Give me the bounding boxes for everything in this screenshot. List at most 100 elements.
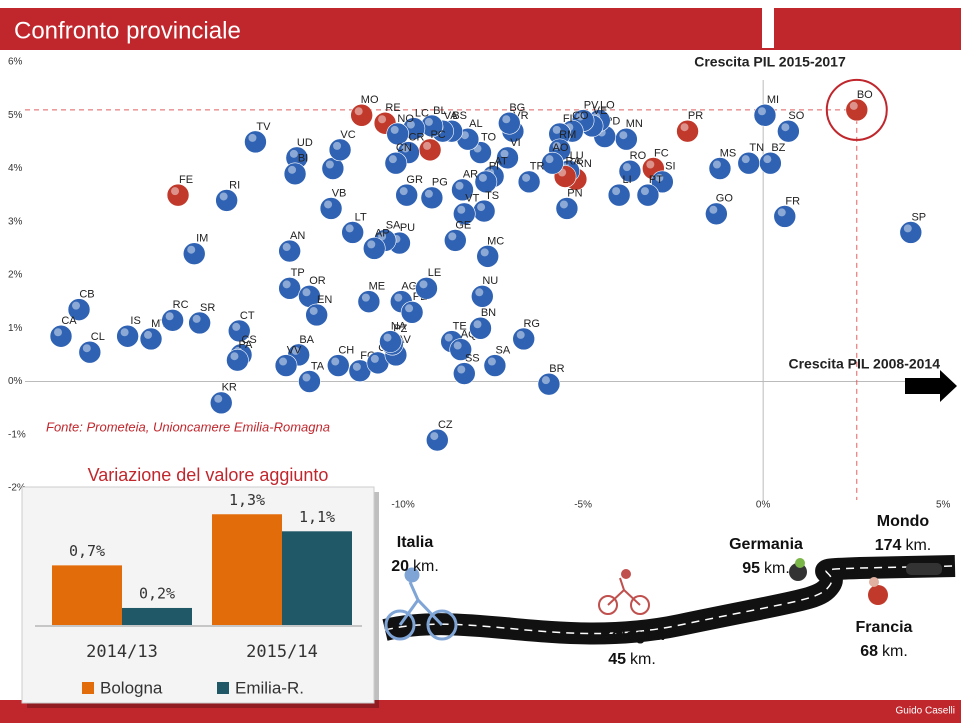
- distance-unit: km.: [882, 643, 908, 660]
- point: [49, 324, 73, 348]
- point-label: AN: [290, 230, 305, 242]
- point-shine: [288, 165, 297, 174]
- point-shine: [378, 115, 387, 124]
- point-shine: [455, 181, 464, 190]
- point-shine: [424, 189, 433, 198]
- point: [278, 277, 301, 300]
- point-label: PZ: [393, 323, 407, 335]
- point-shine: [232, 322, 241, 331]
- point-label: VB: [332, 187, 347, 199]
- x-tick-label: -5%: [574, 500, 592, 511]
- milestone-name: Francia: [856, 619, 913, 636]
- up-arrow: [754, 0, 782, 48]
- point-shine: [388, 155, 397, 164]
- point: [244, 130, 267, 154]
- point-shine: [487, 357, 496, 366]
- point-shine: [399, 187, 408, 196]
- point-label: RI: [229, 179, 240, 191]
- right-arrow: [905, 370, 957, 402]
- point-shine: [352, 362, 361, 371]
- point: [498, 111, 521, 135]
- point-label: KR: [222, 382, 237, 394]
- point-label: TO: [481, 131, 497, 143]
- point-label: GO: [716, 193, 734, 205]
- point: [496, 146, 519, 170]
- point: [845, 98, 869, 122]
- x-axis-label: Crescita PIL 2008-2014: [788, 356, 940, 372]
- point-shine: [777, 208, 786, 217]
- point: [469, 316, 492, 340]
- point-shine: [309, 306, 318, 315]
- point-label: AL: [469, 118, 482, 130]
- point: [425, 428, 449, 452]
- point-shine: [333, 141, 342, 150]
- point-shine: [741, 155, 750, 164]
- point-label: SR: [200, 302, 215, 314]
- milestone-distance: 174 km.: [875, 537, 931, 554]
- x-tick-label: -10%: [391, 500, 414, 511]
- point: [305, 303, 328, 327]
- point: [483, 354, 507, 377]
- point-shine: [302, 373, 311, 382]
- point: [420, 186, 444, 210]
- y-axis-label: Crescita PIL 2015-2017: [694, 54, 846, 70]
- point-shine: [401, 144, 410, 153]
- point-label: TR: [530, 161, 545, 173]
- point: [705, 202, 728, 226]
- point-shine: [370, 354, 379, 363]
- distance-value: 95: [742, 560, 760, 577]
- point-label: NA: [391, 320, 407, 332]
- x-tick-label: 5%: [936, 500, 951, 511]
- point-label: SP: [911, 211, 926, 223]
- point-label: BA: [299, 334, 314, 346]
- point-shine: [709, 205, 718, 214]
- y-tick-label: 3%: [8, 216, 23, 227]
- point: [615, 127, 638, 151]
- point: [362, 237, 386, 260]
- category-label: 2014/13: [86, 642, 158, 662]
- point-shine: [192, 314, 201, 323]
- distance-unit: km.: [905, 537, 931, 554]
- point-shine: [903, 224, 912, 233]
- bar: [282, 531, 352, 625]
- point-label: EN: [317, 294, 332, 306]
- point: [452, 202, 476, 226]
- point-label: PC: [430, 129, 445, 141]
- point-label: AG: [401, 281, 417, 293]
- point: [676, 119, 699, 143]
- point-shine: [390, 125, 399, 134]
- inset-title: Variazione del valore aggiunto: [88, 465, 329, 485]
- distance-value: 20: [391, 558, 409, 575]
- value-label: 1,3%: [229, 491, 265, 509]
- point-label: PU: [400, 222, 415, 234]
- point-shine: [171, 187, 180, 196]
- footer-band: [0, 700, 961, 723]
- milestone-name: Germania: [729, 536, 803, 553]
- point-label: BR: [549, 363, 564, 375]
- point-shine: [378, 232, 387, 241]
- point-label: MI: [767, 94, 779, 106]
- point-label: CN: [396, 142, 412, 154]
- point-shine: [419, 280, 428, 289]
- point: [283, 162, 307, 186]
- point-label: PA: [239, 339, 254, 351]
- point-shine: [516, 330, 525, 339]
- point-label: CH: [338, 344, 354, 356]
- point-shine: [405, 304, 414, 313]
- legend-label: Bologna: [100, 678, 163, 697]
- point: [341, 221, 364, 244]
- point-shine: [165, 312, 174, 321]
- point: [78, 340, 102, 364]
- milestone-distance: 68 km.: [860, 643, 908, 660]
- point-shine: [331, 357, 340, 366]
- distance-unit: km.: [764, 560, 790, 577]
- point-shine: [325, 160, 334, 169]
- point-label: VC: [340, 129, 355, 141]
- point-label: SI: [665, 161, 675, 173]
- point-label: MS: [720, 147, 737, 159]
- point-label: BN: [481, 307, 496, 319]
- point-label: LT: [355, 211, 367, 223]
- point-label: PV: [584, 99, 599, 111]
- point: [116, 324, 139, 348]
- point-shine: [279, 357, 288, 366]
